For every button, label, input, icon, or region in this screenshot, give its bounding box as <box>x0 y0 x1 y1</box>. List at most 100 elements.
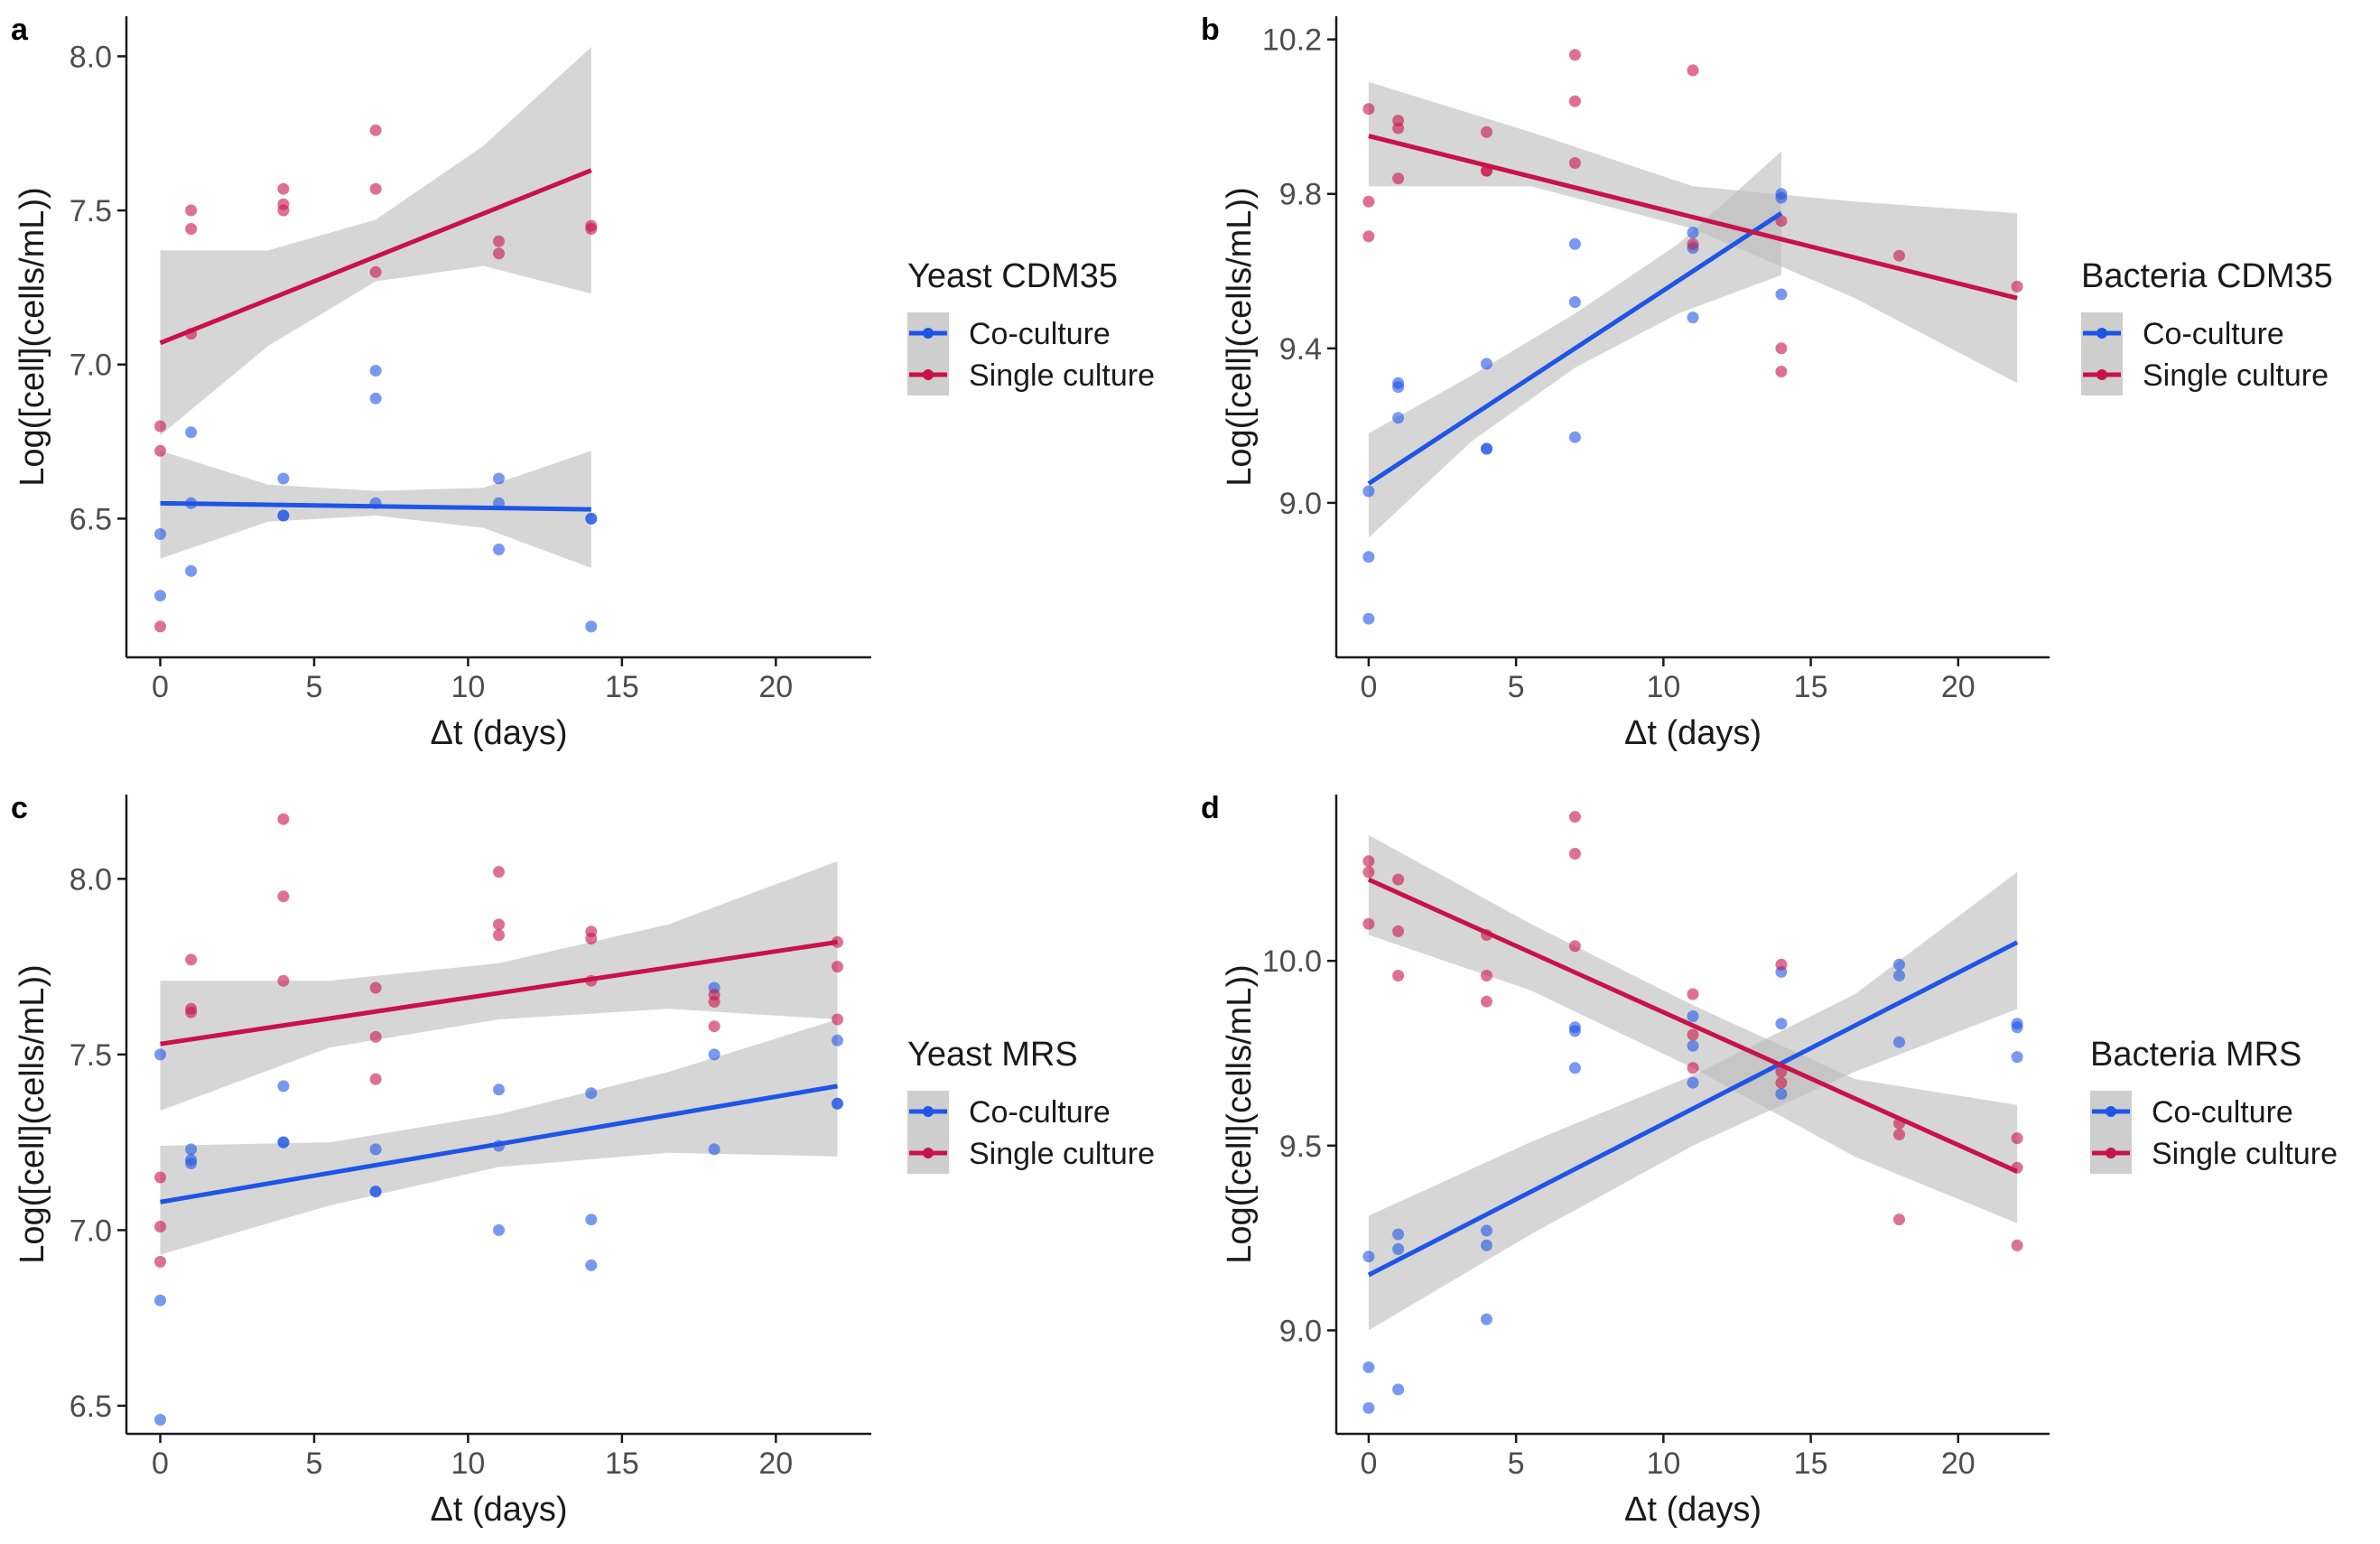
data-point <box>1392 925 1405 937</box>
data-point <box>1362 866 1375 879</box>
data-point <box>1362 1361 1375 1373</box>
data-point <box>1362 612 1375 625</box>
data-point <box>154 528 166 540</box>
x-tick-label: 5 <box>305 1446 322 1481</box>
data-point <box>154 420 166 433</box>
regression-line <box>159 168 592 346</box>
data-point <box>1568 237 1581 250</box>
x-tick-label: 15 <box>1794 1446 1828 1481</box>
data-point <box>493 235 505 247</box>
data-point <box>832 1013 843 1026</box>
data-point <box>369 1186 382 1198</box>
legend: Yeast CDM35 Co-culture Single culture <box>907 257 1155 395</box>
data-point <box>2011 1239 2023 1251</box>
data-point <box>154 1413 166 1426</box>
data-point <box>1568 1062 1581 1074</box>
data-point <box>277 1080 290 1093</box>
data-point <box>185 426 198 439</box>
data-point <box>369 265 382 278</box>
data-point <box>369 365 382 377</box>
data-point <box>708 1143 721 1156</box>
panel-c: c 0 5 10 15 20 6.5 7.0 7.5 8.0 Δt (days) Log([cell]… <box>11 791 1155 1529</box>
data-point <box>1392 1228 1405 1241</box>
data-point <box>1392 172 1405 185</box>
confidence-band <box>160 1019 838 1255</box>
data-point <box>1362 195 1375 208</box>
x-tick-label: 0 <box>1360 670 1377 704</box>
data-point <box>1568 157 1581 169</box>
regression-line <box>160 500 591 512</box>
data-point <box>1481 970 1492 981</box>
legend: Bacteria CDM35 Co-culture Single culture <box>2081 257 2333 395</box>
x-tick-label: 15 <box>605 1446 639 1481</box>
data-point <box>493 866 505 879</box>
legend-key-point <box>923 1106 934 1117</box>
data-point <box>277 1136 290 1149</box>
legend-label: Co-culture <box>2143 317 2284 351</box>
y-axis-title: Log([cell](cells/mL)) <box>1221 964 1259 1264</box>
confidence-band <box>160 47 591 436</box>
data-point <box>1775 366 1788 377</box>
data-point <box>154 1171 166 1184</box>
regression-line <box>1368 134 2018 301</box>
data-point <box>1568 49 1581 61</box>
regression-line <box>160 939 838 1046</box>
legend-title: Yeast CDM35 <box>907 257 1118 295</box>
x-tick-label: 0 <box>152 1446 169 1481</box>
confidence-band <box>1368 151 1781 538</box>
data-point <box>585 1214 598 1226</box>
legend-label: Single culture <box>969 358 1155 393</box>
y-axis-title: Log([cell](cells/mL)) <box>14 964 51 1264</box>
data-point <box>154 1294 166 1307</box>
data-point <box>493 1084 505 1096</box>
data-point <box>277 472 290 485</box>
data-point <box>1392 122 1405 135</box>
data-point <box>369 1030 382 1043</box>
panel-letter: c <box>11 791 28 825</box>
data-point <box>1481 995 1492 1008</box>
data-point <box>1568 296 1581 308</box>
data-point <box>585 1087 598 1100</box>
data-point <box>1775 1018 1788 1030</box>
data-point <box>708 1048 721 1061</box>
data-point <box>1481 442 1492 455</box>
data-point <box>2011 1051 2023 1064</box>
data-point <box>277 974 290 987</box>
x-tick-label: 5 <box>1508 670 1525 704</box>
data-point <box>1893 1036 1905 1048</box>
data-point <box>1481 358 1492 370</box>
y-tick-label: 10.0 <box>1262 944 1322 979</box>
y-tick-label: 8.0 <box>70 40 112 74</box>
data-point <box>585 512 598 525</box>
legend-title: Yeast MRS <box>907 1036 1078 1074</box>
y-tick-label: 7.5 <box>70 194 112 228</box>
data-point <box>1568 848 1581 860</box>
y-tick-label: 9.0 <box>1279 1314 1322 1348</box>
data-point <box>1362 230 1375 243</box>
data-point <box>369 981 382 994</box>
regression-line <box>1367 940 2019 1278</box>
x-axis-title: Δt (days) <box>430 1491 567 1529</box>
data-point <box>1392 412 1405 424</box>
regression-line <box>160 1084 838 1205</box>
panel-a: a 0 5 10 15 20 6.5 7.0 7.5 8.0 Δt (days) Log([cell]… <box>11 13 1155 752</box>
data-point <box>1568 431 1581 443</box>
confidence-band <box>160 860 838 1111</box>
panel-letter: d <box>1201 791 1220 825</box>
x-tick-label: 10 <box>451 670 485 704</box>
confidence-band <box>1368 81 2018 384</box>
y-tick-label: 7.0 <box>70 349 112 383</box>
data-point <box>369 1143 382 1156</box>
data-point <box>832 1034 843 1046</box>
x-tick-label: 20 <box>758 670 793 704</box>
data-point <box>832 1097 843 1110</box>
y-tick-label: 7.0 <box>70 1214 112 1248</box>
x-tick-label: 15 <box>1794 670 1828 704</box>
data-point <box>2011 1021 2023 1034</box>
legend-key-point <box>923 328 934 339</box>
data-point <box>1893 1214 1905 1226</box>
legend: Yeast MRS Co-culture Single culture <box>907 1036 1155 1174</box>
data-point <box>185 564 198 577</box>
data-point <box>1568 811 1581 823</box>
